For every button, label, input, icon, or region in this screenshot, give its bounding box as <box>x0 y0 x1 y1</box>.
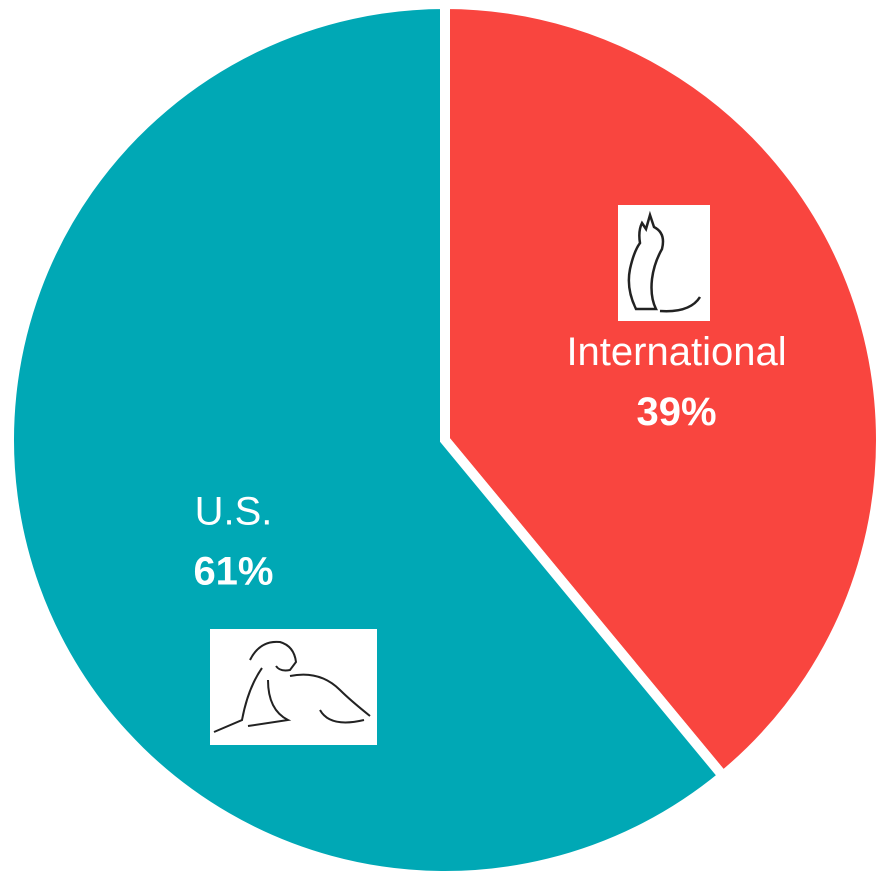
slice-label: U.S. <box>195 489 273 533</box>
cat-icon <box>618 205 710 321</box>
dog-icon <box>210 629 377 745</box>
pie <box>9 4 881 876</box>
slice-value: 61% <box>193 549 273 593</box>
chart: International 39% U.S. 61% <box>0 0 884 879</box>
slice-value: 39% <box>636 390 716 434</box>
slice-label: International <box>566 330 786 374</box>
